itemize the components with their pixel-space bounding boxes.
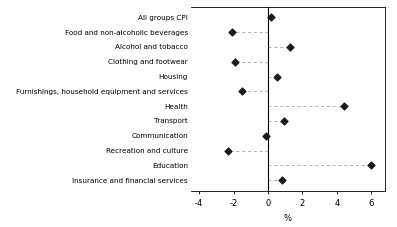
Point [287,45,294,49]
Point [341,104,347,108]
Point [239,89,245,93]
Point [280,119,287,123]
X-axis label: %: % [284,214,292,222]
Point [232,60,239,64]
Point [268,15,275,19]
Point [279,178,285,182]
Point [225,149,231,153]
Point [263,134,270,138]
Point [229,30,235,34]
Point [274,75,280,78]
Point [368,164,374,167]
